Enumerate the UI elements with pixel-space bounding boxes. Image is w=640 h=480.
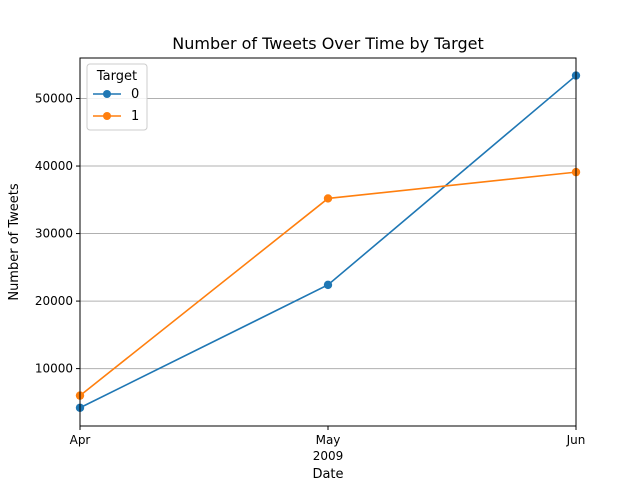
legend-marker-1 bbox=[103, 112, 111, 120]
x-year-label: 2009 bbox=[313, 449, 344, 463]
legend-title: Target bbox=[96, 69, 137, 84]
data-point-1 bbox=[323, 194, 333, 203]
x-tick-label: Jun bbox=[566, 433, 586, 447]
x-tick-label: May bbox=[316, 433, 341, 447]
y-tick-label: 20000 bbox=[35, 294, 73, 308]
plot-area bbox=[75, 57, 581, 427]
series-layer bbox=[75, 71, 581, 412]
legend-label-1: 1 bbox=[131, 109, 139, 124]
series-line-0 bbox=[79, 74, 577, 409]
data-point-0 bbox=[323, 280, 333, 290]
x-tick-label: Apr bbox=[70, 433, 91, 447]
grid-layer bbox=[80, 98, 576, 370]
y-axis: 10000 20000 30000 40000 50000 bbox=[35, 92, 80, 376]
x-axis: Apr May Jun 2009 bbox=[70, 426, 586, 463]
y-tick-label: 40000 bbox=[35, 159, 73, 173]
y-axis-label: Number of Tweets bbox=[7, 183, 22, 301]
legend-box bbox=[86, 63, 148, 131]
chart-title: Number of Tweets Over Time by Target bbox=[172, 34, 483, 53]
legend: Target 0 1 bbox=[86, 63, 148, 131]
y-tick-label: 10000 bbox=[35, 362, 73, 376]
legend-label-0: 0 bbox=[131, 87, 139, 102]
x-axis-label: Date bbox=[312, 467, 343, 480]
y-tick-label: 30000 bbox=[35, 227, 73, 241]
legend-marker-0 bbox=[103, 90, 111, 98]
y-tick-label: 50000 bbox=[35, 92, 73, 106]
